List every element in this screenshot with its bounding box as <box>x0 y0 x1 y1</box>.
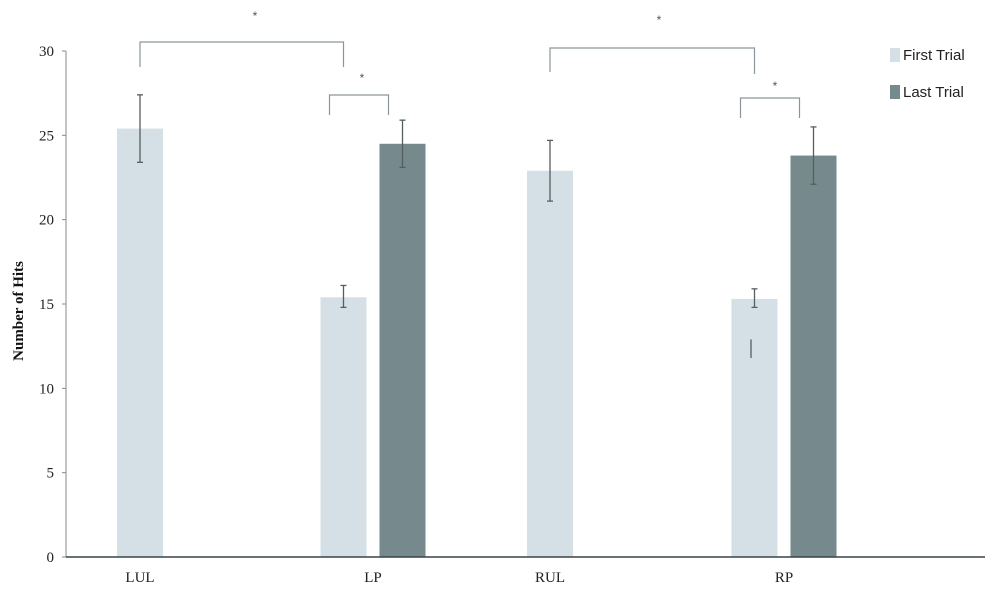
x-tick-label-lul: LUL <box>125 570 154 586</box>
y-tick-label-30: 30 <box>39 44 54 60</box>
significance-bracket-4 <box>739 97 801 118</box>
y-tick-label-10: 10 <box>39 381 54 397</box>
axes-layer: 0 5 10 15 20 25 30 LUL LP RUL RP <box>39 44 985 586</box>
y-tick-label-20: 20 <box>39 213 54 229</box>
y-tick-label-5: 5 <box>47 466 55 482</box>
significance-annotations: * * * * <box>139 9 801 118</box>
x-tick-label-rul: RUL <box>535 570 565 586</box>
bars-layer <box>117 128 837 557</box>
significance-star-3: * <box>657 13 662 27</box>
significance-star-4: * <box>773 79 778 93</box>
legend-swatch-1 <box>890 48 900 62</box>
bar-first-trial-rul <box>527 170 573 557</box>
y-tick-label-25: 25 <box>39 128 54 144</box>
significance-bracket-2 <box>328 94 390 115</box>
x-tick-label-rp: RP <box>775 570 793 586</box>
bar-last-trial-rp <box>790 155 837 557</box>
bar-first-trial-rp <box>731 298 778 557</box>
y-tick-label-15: 15 <box>39 297 54 313</box>
x-tick-label-lp: LP <box>364 570 382 586</box>
legend: First Trial Last Trial <box>890 47 965 101</box>
error-bars-layer <box>137 94 817 358</box>
significance-bracket-3 <box>549 47 756 74</box>
significance-star-1: * <box>253 9 258 23</box>
legend-swatch-2 <box>890 85 900 99</box>
significance-bracket-1 <box>139 41 345 67</box>
bar-first-trial-lul <box>117 128 163 557</box>
y-tick-label-0: 0 <box>47 550 55 566</box>
bar-first-trial-lp <box>320 297 367 557</box>
legend-label-2: Last Trial <box>903 84 964 101</box>
significance-star-2: * <box>360 71 365 85</box>
legend-label-1: First Trial <box>903 47 965 64</box>
y-axis-label: Number of Hits <box>11 261 27 361</box>
bar-last-trial-lp <box>379 143 426 557</box>
